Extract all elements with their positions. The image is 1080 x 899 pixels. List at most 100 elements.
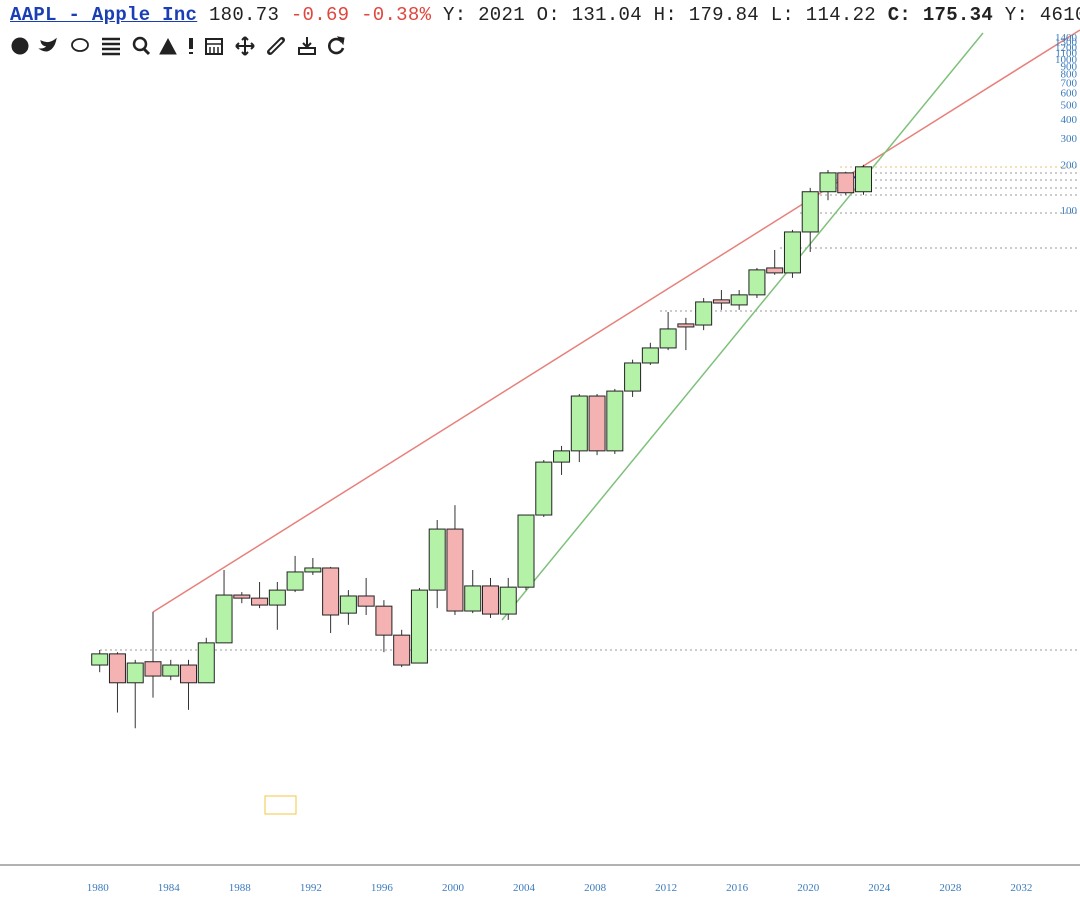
field: L: 114.22 (770, 4, 877, 26)
marker-box (264, 795, 297, 815)
y-tick-label: 1100 (1055, 48, 1077, 60)
y-tick-label: 1000 (1055, 54, 1078, 66)
y-tick-label: 1400 (1055, 32, 1078, 44)
candle-body (91, 653, 109, 666)
close-label: C: (887, 4, 912, 26)
candle-body (837, 172, 855, 194)
change: -0.69 (290, 4, 350, 26)
candle-body (126, 662, 144, 684)
candle-body (464, 585, 482, 612)
y-tick-label: 600 (1061, 87, 1078, 99)
symbol-link[interactable]: AAPL - Apple Inc (10, 4, 198, 26)
y-tick-label: 400 (1061, 114, 1078, 126)
x-tick-label: 1992 (300, 882, 322, 894)
candle-body (819, 172, 837, 193)
candle-body (499, 586, 517, 615)
candle-body (730, 294, 748, 306)
candle-body (783, 231, 801, 274)
candle-body (251, 597, 269, 606)
candle-body (855, 166, 873, 193)
candle-body (375, 605, 393, 636)
icon-comment[interactable] (71, 38, 89, 52)
x-tick-label: 2004 (513, 882, 536, 894)
field: H: 179.84 (653, 4, 759, 26)
candle-body (286, 571, 304, 591)
candle-body (357, 595, 375, 607)
candle-body (659, 328, 677, 349)
candle-body (304, 567, 322, 573)
candle-body (233, 594, 251, 599)
candle-body (606, 390, 624, 452)
change-pct: -0.38% (361, 4, 432, 26)
icon-refresh[interactable] (328, 37, 345, 55)
x-tick-label: 2032 (1010, 882, 1032, 894)
field: O: 131.04 (536, 4, 642, 26)
candle-body (268, 589, 286, 606)
candle-body (517, 514, 535, 588)
candle-body (677, 323, 695, 328)
trend-line (152, 29, 1080, 613)
candle-body (108, 653, 126, 684)
icon-list[interactable] (102, 37, 120, 56)
candle-body (144, 661, 162, 677)
x-tick-label: 2028 (939, 882, 962, 894)
x-tick-label: 2020 (797, 882, 820, 894)
x-tick-label: 2000 (442, 882, 465, 894)
candle-body (570, 395, 588, 452)
icon-triangle[interactable] (159, 37, 177, 55)
candle-body (588, 395, 606, 452)
x-tick-label: 2008 (584, 882, 607, 894)
y-tick-label: 1300 (1055, 37, 1078, 49)
last: 180.73 (208, 4, 280, 26)
candle-body (446, 528, 464, 612)
candle-body (197, 642, 215, 684)
candle-body (801, 191, 819, 233)
x-tick-label: 2024 (868, 882, 891, 894)
x-tick-label: 1980 (87, 882, 110, 894)
y-tick-label: 900 (1061, 61, 1078, 73)
candle-body (695, 301, 713, 326)
candle-body (410, 589, 428, 664)
y-tick-label: 500 (1061, 99, 1078, 111)
candle-body (322, 567, 340, 616)
icon-move[interactable] (235, 36, 255, 56)
y-tick-label: 100 (1061, 205, 1078, 217)
candle-body (641, 347, 659, 364)
header: AAPL - Apple Inc 180.73 -0.69 -0.38% Y: … (10, 4, 1080, 26)
y-tick-label: 800 (1061, 69, 1078, 81)
candle-body (428, 528, 446, 591)
candle-body (162, 664, 180, 677)
icon-search[interactable] (132, 36, 148, 52)
x-tick-label: 1984 (158, 882, 181, 894)
icon-calendar[interactable] (205, 38, 223, 55)
trend-line (501, 32, 984, 621)
candle-body (712, 299, 730, 304)
candle-body (180, 664, 198, 684)
x-tick-label: 2012 (655, 882, 677, 894)
y-tick-label: 1200 (1055, 42, 1078, 54)
close-value: 175.34 (922, 4, 994, 26)
y-tick-label: 700 (1061, 77, 1078, 89)
y-tick-label: 300 (1061, 133, 1078, 145)
x-tick-label: 2016 (726, 882, 749, 894)
candle-body (481, 585, 499, 615)
candle-body (624, 362, 642, 392)
x-tick-label: 1988 (229, 882, 252, 894)
toolbar (11, 36, 345, 56)
candle-body (748, 269, 766, 296)
candle-body (393, 634, 411, 666)
x-tick-label: 1996 (371, 882, 394, 894)
icon-twitter[interactable] (38, 37, 57, 52)
candle-body (215, 594, 233, 644)
candle-body (553, 450, 571, 463)
icon-dashboard[interactable] (11, 37, 29, 55)
y-tick-label: 200 (1061, 159, 1078, 171)
field: Y: 2021 (443, 4, 525, 26)
candle-body (535, 461, 553, 516)
candle-body (766, 267, 784, 274)
tail: Y: 4610. (1004, 4, 1080, 26)
icon-download[interactable] (298, 37, 316, 55)
candle-body (339, 595, 357, 614)
